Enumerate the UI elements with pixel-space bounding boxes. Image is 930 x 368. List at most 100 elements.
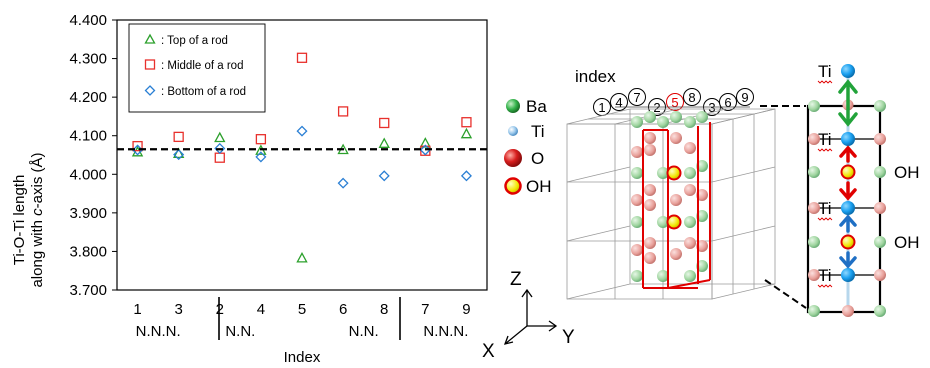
point-middle-of-rod (461, 117, 472, 128)
y-tick-label: 3.900 (69, 205, 107, 222)
legend-marker-bottom (144, 85, 156, 96)
index-number: 8 (688, 90, 695, 105)
y-tick-label: 4.200 (69, 89, 107, 106)
point-middle-of-rod (379, 117, 390, 129)
ti-underline-squiggles (817, 80, 833, 288)
rod-arrows (838, 79, 858, 269)
index-circle (610, 93, 628, 111)
y-axis-ticks: 3.700 3.800 3.900 4.000 4.100 4.200 4.300 4.400 (69, 12, 117, 299)
y-axis-label-line2: along with c-axis (Å) (29, 152, 46, 287)
legend-o: O (531, 149, 544, 168)
y-tick-label: 4.400 (69, 12, 107, 29)
point-bottom-of-rod (460, 170, 472, 182)
x-axis-groups: N.N.N. N.N. N.N. N.N.N. (136, 323, 469, 340)
point-top-of-rod (419, 137, 432, 148)
y-axis-label-part-a: along with (29, 216, 46, 288)
x-category-label: 6 (339, 301, 347, 318)
index-number: 4 (615, 95, 622, 110)
legend-label-bottom: : Bottom of a rod (161, 86, 246, 98)
index-number: 2 (653, 100, 660, 115)
point-middle-of-rod (173, 131, 184, 143)
index-number: 9 (741, 90, 748, 105)
rod-oh-atoms (840, 164, 856, 250)
x-axis-categories: 132456879 (133, 301, 470, 318)
point-bottom-of-rod (214, 142, 226, 154)
legend-ti: Ti (531, 122, 545, 141)
y-axis-label-part-c: c (29, 208, 46, 216)
coordinate-axes (503, 288, 558, 345)
x-axis-label: Index (284, 349, 321, 366)
index-number: 7 (633, 90, 640, 105)
chart-legend: : Top of a rod : Middle of a rod : Botto… (128, 23, 266, 113)
x-category-label: 3 (174, 301, 182, 318)
index-circle (736, 88, 754, 106)
y-tick-label: 4.000 (69, 166, 107, 183)
rod-ti-label-4: Ti (818, 266, 832, 285)
chart: Ti-O-Ti length along with c-axis (Å) 3.7… (11, 12, 488, 366)
y-axis-label-part-b: -axis (Å) (29, 152, 46, 208)
point-top-of-rod (214, 131, 226, 143)
x-group-label: N.N.N. (136, 323, 181, 340)
crystal-structure: Ba Ti O OH index 1 4 72 5 83 6 9 (482, 67, 807, 362)
point-bottom-of-rod (378, 170, 390, 182)
ti-atom-icon (508, 126, 518, 136)
rod-oh-label-1: OH (894, 163, 920, 182)
rod-o-atoms (808, 99, 886, 317)
y-tick-label: 3.700 (69, 282, 107, 299)
rod-ti-label-3: Ti (818, 199, 832, 218)
highlighted-rods (642, 122, 711, 289)
legend-ba: Ba (526, 97, 547, 116)
axis-x-label: X (482, 341, 495, 362)
rod-ti-label-1: Ti (818, 62, 832, 81)
zoom-connector-bottom (764, 279, 807, 309)
legend-oh: OH (526, 177, 552, 196)
legend-marker-top (144, 33, 156, 44)
index-number: 6 (724, 95, 731, 110)
point-top-of-rod (460, 127, 473, 139)
x-group-label: N.N. (225, 323, 255, 340)
index-circle (666, 93, 684, 111)
x-group-label: N.N.N. (423, 323, 468, 340)
x-category-label: 9 (462, 301, 470, 318)
rod-ti-atoms (841, 64, 855, 282)
rod-ba-atoms (808, 100, 886, 317)
index-number: 5 (671, 95, 678, 110)
point-middle-of-rod (255, 134, 267, 145)
index-circle (683, 88, 701, 106)
point-middle-of-rod (337, 106, 349, 117)
point-bottom-of-rod (296, 125, 308, 137)
rod-ti-label-2: Ti (818, 130, 832, 149)
point-top-of-rod (378, 137, 390, 148)
axis-z-label: Z (510, 269, 522, 290)
index-number: 3 (708, 100, 715, 115)
index-circled-labels: 1 4 72 5 83 6 9 (593, 88, 754, 116)
point-bottom-of-rod (255, 151, 267, 163)
index-number: 1 (598, 100, 605, 115)
element-legend: Ba Ti O OH (504, 97, 552, 196)
point-top-of-rod (296, 252, 308, 263)
legend-marker-middle (144, 59, 156, 70)
rod-detail: Ti Ti Ti Ti OH OH (806, 62, 920, 317)
point-bottom-of-rod (337, 177, 349, 189)
o-atom-icon (504, 149, 522, 167)
index-circle (628, 88, 646, 106)
x-group-label: N.N. (349, 323, 379, 340)
point-middle-of-rod (132, 140, 143, 152)
y-tick-label: 4.300 (69, 51, 107, 68)
oh-atoms (666, 165, 682, 230)
index-circle (719, 93, 737, 111)
point-bottom-of-rod (173, 149, 185, 161)
x-category-label: 8 (380, 301, 388, 318)
x-category-label: 4 (257, 301, 265, 318)
oh-atom-icon (504, 177, 522, 195)
ba-atom-icon (506, 99, 520, 113)
point-middle-of-rod (296, 52, 308, 63)
x-category-label: 1 (133, 301, 141, 318)
plot-frame (116, 19, 488, 291)
axis-y-label: Y (562, 327, 575, 348)
background-atoms (631, 111, 708, 282)
x-category-label: 5 (298, 301, 306, 318)
y-tick-label: 4.100 (69, 128, 107, 145)
legend-label-middle: : Middle of a rod (161, 60, 243, 72)
